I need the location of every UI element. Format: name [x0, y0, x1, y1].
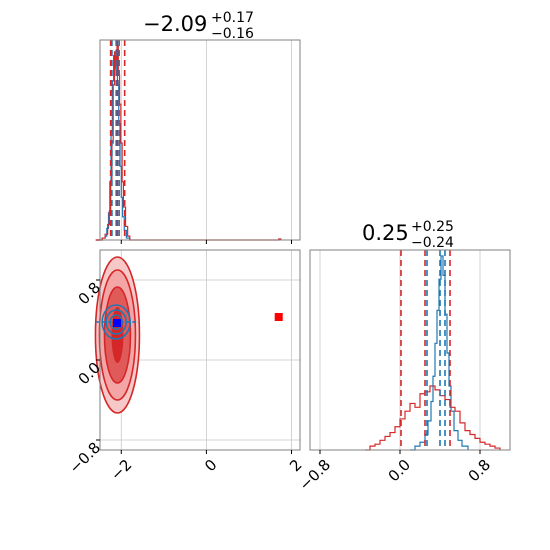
panel-frame: [99, 249, 301, 451]
title-param1-plus: +0.17: [211, 10, 254, 26]
x-tick-label-param1: 0: [201, 456, 220, 475]
title-param2-plus: +0.25: [411, 219, 454, 235]
panel-frame: [309, 249, 511, 451]
panel-frame: [99, 39, 301, 241]
title-param2-minus: −0.24: [411, 235, 454, 251]
x-tick-label-param2: −0.8: [296, 456, 334, 494]
title-param2-value: 0.25: [362, 221, 409, 245]
histogram-series-blue: [410, 255, 469, 451]
title-param2: 0.25 +0.25 −0.24: [362, 219, 454, 251]
marker-blue-point: [113, 319, 122, 327]
y-tick-label-param2: −0.8: [66, 439, 104, 477]
x-tick-label-param2: 0.0: [385, 456, 415, 486]
x-tick-label-param1: −2: [107, 456, 135, 484]
title-param1: −2.09 +0.17 −0.16: [143, 10, 254, 42]
histogram-panel-param2: −0.8 0.0 0.8: [296, 249, 511, 494]
x-tick-label-param1: 2: [286, 456, 305, 475]
contour-panel: −2 0 2−0.80.00.8: [66, 249, 306, 484]
title-param1-minus: −0.16: [211, 26, 254, 42]
x-tick-label-param2: 0.8: [465, 456, 495, 486]
histogram-panel-param1: [95, 39, 301, 244]
histogram-series-red: [95, 45, 282, 241]
histogram-series-red: [365, 385, 501, 451]
marker-red-point: [274, 313, 283, 321]
title-param1-value: −2.09: [143, 12, 207, 36]
